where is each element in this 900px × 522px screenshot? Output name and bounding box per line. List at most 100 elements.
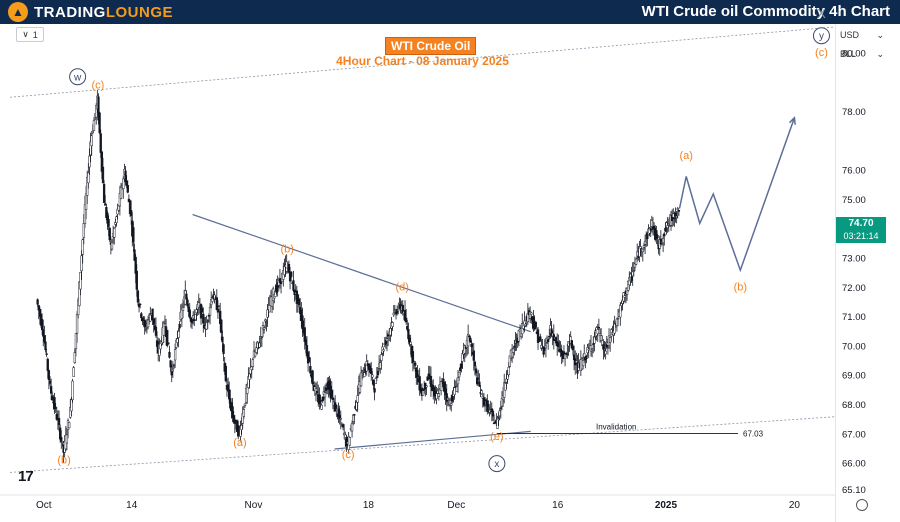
- candle-body: [348, 437, 351, 446]
- wave-circle-label: x: [494, 459, 499, 470]
- candle-body: [590, 348, 594, 350]
- candle-body: [650, 220, 654, 227]
- interval-selector[interactable]: ∨ 1: [16, 27, 44, 42]
- candle-body: [324, 387, 328, 391]
- candle-body: [75, 314, 79, 334]
- candle-body: [331, 397, 335, 400]
- candle-body: [260, 336, 264, 339]
- candle-body: [499, 407, 502, 409]
- wave-label: (e): [490, 431, 503, 443]
- candle-body: [597, 326, 601, 329]
- candle-body: [70, 399, 73, 412]
- x-tick-label: 18: [363, 500, 375, 511]
- candle-body: [319, 399, 322, 403]
- triangle-line: [192, 213, 531, 333]
- candle-body: [643, 240, 647, 245]
- candle-body: [320, 404, 323, 410]
- candle-body: [491, 410, 495, 417]
- candle-body: [407, 329, 410, 340]
- wave-label: (b): [57, 455, 70, 467]
- candle-body: [337, 408, 340, 416]
- candle-body: [623, 295, 626, 298]
- candle-body: [416, 369, 419, 377]
- candle-body: [140, 313, 143, 319]
- settings-gear-icon[interactable]: [856, 499, 868, 511]
- wave-circle-label: y: [819, 31, 824, 42]
- candle-body: [592, 343, 595, 345]
- x-tick-label: Nov: [245, 500, 263, 511]
- candle-body: [90, 135, 93, 147]
- candle-body: [224, 365, 227, 382]
- candle-body: [144, 328, 147, 330]
- candle-body: [135, 270, 138, 290]
- candle-body: [102, 183, 106, 203]
- candle-body: [190, 319, 194, 324]
- candle-body: [68, 422, 71, 429]
- bar-countdown: 03:21:14: [843, 231, 879, 241]
- candle-body: [178, 323, 181, 329]
- candle-body: [371, 374, 374, 378]
- candle-body: [583, 353, 586, 358]
- wave-circle: [812, 27, 830, 45]
- candle-body: [152, 318, 155, 325]
- candle-body: [615, 318, 619, 326]
- invalidation-value: 67.03: [743, 429, 764, 438]
- candle-body: [197, 302, 200, 308]
- candle-body: [80, 255, 83, 272]
- candle-body: [44, 341, 47, 351]
- candle-body: [480, 390, 483, 395]
- unit-select[interactable]: BLL ⌄: [838, 47, 886, 61]
- candle-body: [36, 299, 39, 305]
- candle-body: [251, 359, 255, 368]
- candle-body: [468, 335, 471, 338]
- candle-body: [674, 212, 677, 217]
- wave-label: (d): [395, 282, 408, 294]
- candle-body: [673, 217, 676, 220]
- candle-body: [221, 336, 224, 343]
- candle-body: [43, 335, 46, 342]
- candle-body: [439, 381, 443, 391]
- candle-body: [530, 312, 533, 315]
- candle-body: [675, 215, 678, 218]
- candle-body: [220, 319, 223, 333]
- candle-body: [57, 417, 61, 426]
- candle-body: [265, 321, 268, 324]
- brand-name-trading: TRADING: [34, 3, 106, 21]
- tradingview-logo: 17: [18, 468, 34, 485]
- candle-body: [283, 266, 286, 275]
- candle-body: [126, 185, 129, 193]
- candle-body: [308, 356, 311, 363]
- candle-body: [250, 366, 253, 370]
- candle-body: [228, 389, 231, 400]
- candle-body: [385, 338, 389, 342]
- candle-body: [524, 323, 527, 326]
- wave-circle: [488, 455, 506, 473]
- candle-body: [563, 354, 567, 360]
- candle-body: [602, 344, 605, 350]
- candle-body: [181, 307, 185, 311]
- last-price: 74.70: [848, 218, 874, 229]
- candle-body: [143, 319, 146, 328]
- wave-label: (b): [734, 282, 747, 294]
- candle-body: [483, 404, 487, 407]
- candle-body: [188, 309, 191, 318]
- candle-body: [539, 336, 542, 341]
- candle-body: [335, 404, 338, 409]
- candle-body: [119, 187, 123, 199]
- candle-body: [632, 270, 635, 272]
- candle-body: [54, 407, 57, 409]
- candle-body: [547, 339, 550, 342]
- candle-body: [171, 369, 175, 372]
- price-axis-panel[interactable]: [835, 24, 900, 522]
- x-tick-label: 14: [126, 500, 138, 511]
- candle-body: [207, 315, 211, 317]
- candle-body: [677, 209, 681, 212]
- currency-select[interactable]: USD ⌄: [838, 28, 886, 42]
- wave-label: (c): [91, 79, 104, 91]
- candle-body: [497, 418, 500, 420]
- candle-body: [167, 342, 170, 345]
- candle-body: [418, 376, 421, 391]
- candle-body: [445, 393, 448, 402]
- candle-body: [663, 233, 666, 237]
